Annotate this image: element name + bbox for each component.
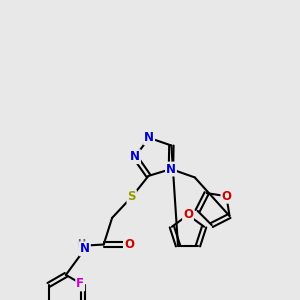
Text: O: O — [221, 190, 231, 203]
Text: O: O — [183, 208, 193, 221]
Text: N: N — [130, 150, 140, 163]
Text: S: S — [128, 190, 136, 203]
Text: N: N — [166, 163, 176, 176]
Text: N: N — [80, 242, 90, 255]
Text: F: F — [76, 278, 84, 290]
Text: O: O — [124, 238, 134, 251]
Text: H: H — [77, 239, 85, 249]
Text: N: N — [144, 131, 154, 144]
